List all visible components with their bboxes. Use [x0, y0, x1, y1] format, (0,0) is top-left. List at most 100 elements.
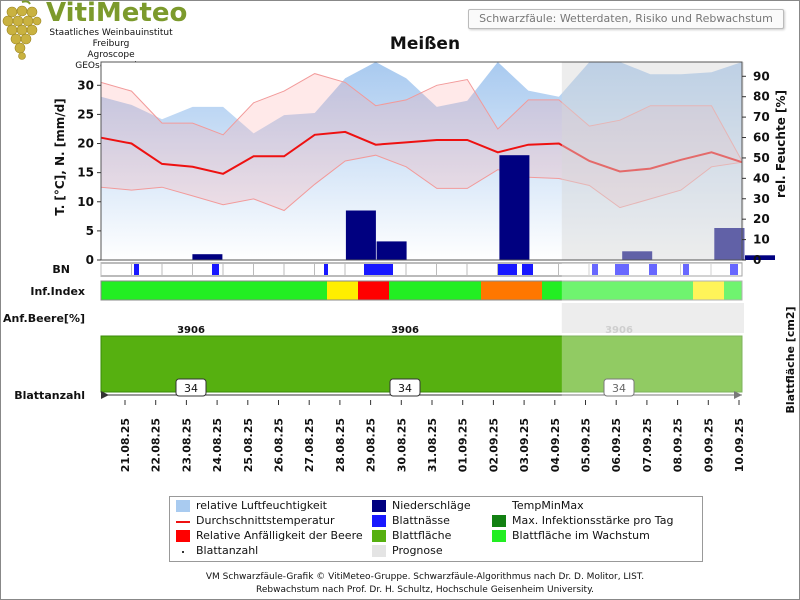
subtitle-box: Schwarzfäule: Wetterdaten, Risiko und Re… [468, 9, 784, 29]
right-tick-label: 0 [753, 253, 761, 267]
precipitation-bar [714, 228, 745, 260]
leaf-wetness-mark [649, 264, 657, 275]
legend-label: Prognose [392, 544, 443, 557]
right-tick-label: 60 [753, 131, 770, 145]
left-tick-label: 30 [77, 78, 94, 92]
legend-swatch [372, 515, 386, 527]
legend-swatch [492, 515, 506, 527]
humidity-area [101, 62, 742, 260]
date-label: 22.08.25 [150, 418, 163, 472]
leaf-wetness-mark [498, 264, 517, 275]
leaf-wetness-mark [212, 264, 219, 275]
footer-line: Rebwachstum nach Prof. Dr. H. Schultz, H… [256, 585, 594, 595]
chart-subtitle: Schwarzfäule: Wetterdaten, Risiko und Re… [479, 12, 773, 25]
infection-index-segment [724, 281, 742, 300]
leaf-count-value: 34 [184, 382, 198, 395]
leaf-area-value: 3906 [177, 325, 205, 336]
logo-line: Agroscope [87, 50, 135, 60]
left-tick-label: 5 [86, 224, 94, 238]
infection-index-segment [546, 281, 693, 300]
left-tick-label: 0 [86, 253, 94, 267]
arrow-left-icon [101, 391, 109, 399]
date-label: 07.09.25 [641, 418, 654, 472]
legend-swatch [372, 500, 386, 512]
precipitation-bar [376, 241, 407, 260]
legend-swatch [176, 500, 190, 512]
temp-min-line [100, 154, 743, 212]
leaf-area-band [100, 335, 743, 393]
date-label: 09.09.25 [702, 418, 715, 472]
left-tick-label: 10 [77, 195, 94, 209]
right-tick-label: 30 [753, 192, 770, 206]
anf-beere-label: Anf.Beere[%] [3, 312, 85, 325]
infection-index-segment [542, 281, 546, 300]
leaf-count-box [389, 378, 421, 397]
right-tick-label: 50 [753, 151, 770, 165]
logo-line: Staatliches Weinbauinstitut Freiburg [49, 28, 173, 49]
right-tick-label: 40 [753, 171, 770, 185]
legend-label: Durchschnittstemperatur [196, 514, 335, 527]
chart-title: Meißen [389, 34, 461, 54]
plot-frame [100, 61, 743, 261]
legend-swatch [372, 545, 386, 557]
footer: VM Schwarzfäule-Grafik © VitiMeteo-Grupp… [100, 571, 750, 597]
date-label: 03.09.25 [518, 418, 531, 472]
left-tick-label: 25 [77, 107, 94, 121]
date-label: 28.08.25 [334, 418, 347, 472]
right-tick-label: 10 [753, 233, 770, 247]
logo-title: VitiMeteo [46, 0, 188, 28]
legend-swatch [176, 530, 190, 542]
date-label: 05.09.25 [580, 418, 593, 472]
footer-line: VM Schwarzfäule-Grafik © VitiMeteo-Grupp… [205, 572, 645, 582]
date-label: 31.08.25 [426, 418, 439, 472]
date-label: 21.08.25 [119, 418, 132, 472]
legend-label: Blattfläche [392, 529, 452, 542]
date-label: 25.08.25 [242, 418, 255, 472]
leaf-wetness-mark [730, 264, 738, 275]
leaf-wetness-mark [592, 264, 598, 275]
temperature-mean-line [100, 130, 743, 175]
infection-index-segment [693, 281, 724, 300]
leaf-count-box [603, 378, 635, 397]
leaf-count-value: 34 [398, 382, 412, 395]
legend-swatch [492, 530, 506, 542]
date-label: 26.08.25 [273, 418, 286, 472]
legend-swatch [372, 530, 386, 542]
date-label: 24.08.25 [211, 418, 224, 472]
leaf-area-value: 3906 [391, 325, 419, 336]
arrow-right-icon [734, 391, 742, 399]
leaf-count-box [175, 378, 207, 397]
inf-row-frame [100, 280, 743, 301]
infection-index-segment [101, 281, 327, 300]
y-left-label: T. [°C], N. [mm/d] [53, 98, 67, 215]
date-label: 27.08.25 [303, 418, 316, 472]
date-label: 29.08.25 [365, 418, 378, 472]
precipitation-bar [499, 155, 530, 260]
legend-label: Blattnässe [392, 514, 450, 527]
legend-label: Max. Infektionsstärke pro Tag [512, 514, 674, 527]
legend-label: Relative Anfälligkeit der Beere [196, 529, 363, 542]
legend-label: Blattanzahl [196, 544, 259, 557]
left-tick-label: 15 [77, 166, 94, 180]
inf-index-label: Inf.Index [30, 285, 85, 298]
right-tick-label: 80 [753, 90, 770, 104]
legend-swatch [182, 551, 184, 553]
legend-swatch [176, 521, 190, 523]
date-label: 30.08.25 [395, 418, 408, 472]
precipitation-bar [345, 210, 376, 260]
infection-index-segment [481, 281, 542, 300]
forecast-anf-overlay [561, 303, 744, 333]
leaf-wetness-mark [134, 264, 139, 275]
bn-label: BN [52, 263, 70, 276]
infection-index-segment [358, 281, 389, 300]
right-tick-label: 90 [753, 69, 770, 83]
precipitation-bar [192, 254, 223, 260]
leaf-wetness-mark [615, 264, 629, 275]
grape-logo-icon [2, 0, 42, 60]
legend-label: Niederschläge [392, 499, 471, 512]
legend-label: relative Luftfeuchtigkeit [196, 499, 327, 512]
left-tick-label: 20 [77, 137, 94, 151]
forecast-overlay [561, 62, 744, 260]
date-label: 10.09.25 [733, 418, 746, 472]
